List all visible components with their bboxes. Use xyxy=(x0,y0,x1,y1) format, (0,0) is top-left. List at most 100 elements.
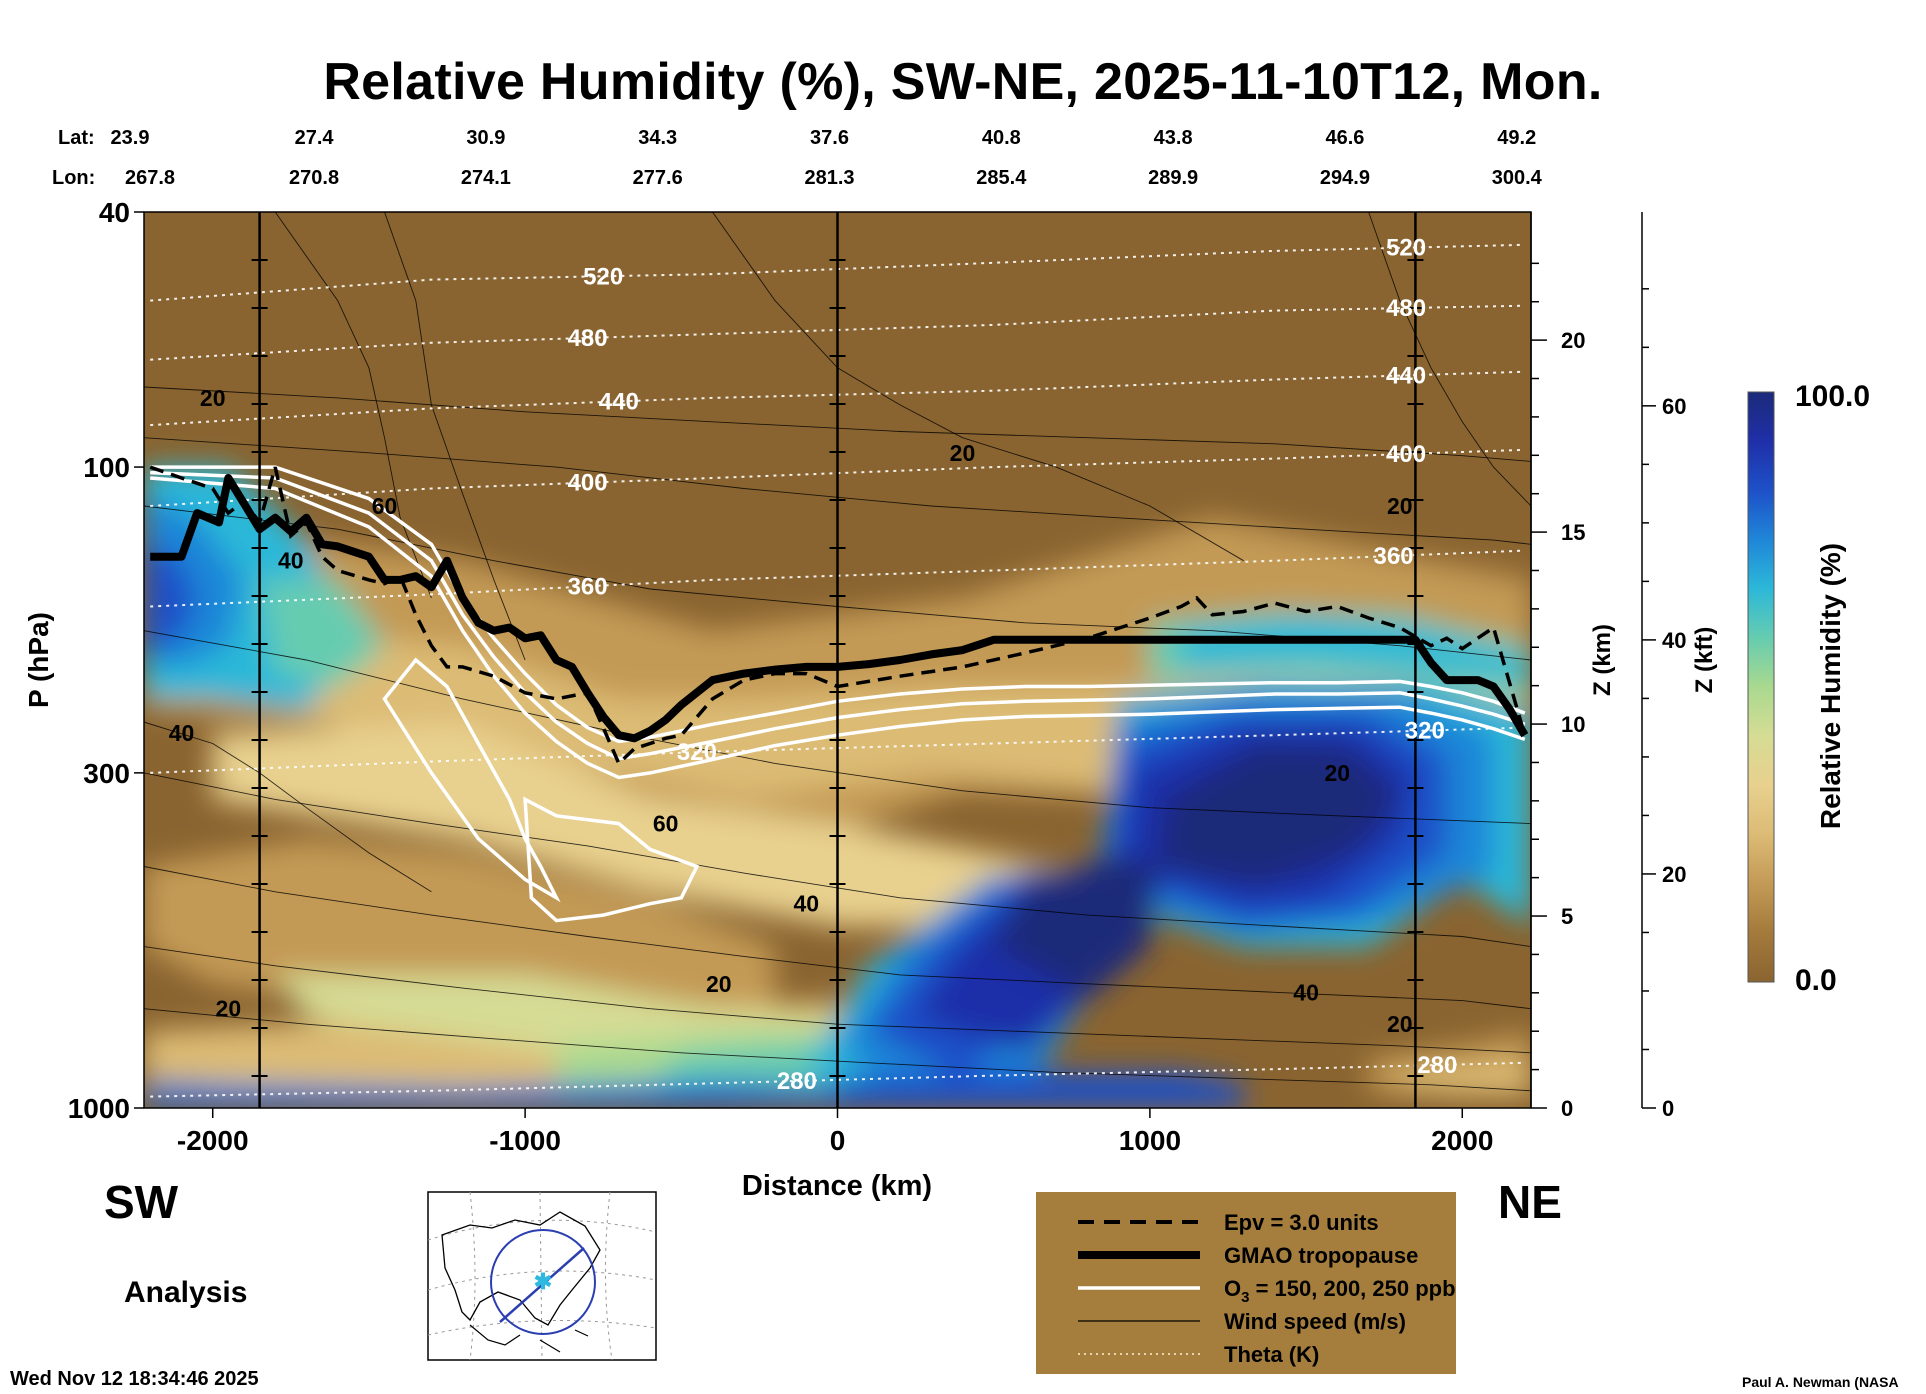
theta-label: 480 xyxy=(1386,295,1426,322)
theta-label: 400 xyxy=(1386,441,1426,468)
z-km-tick-label: 0 xyxy=(1561,1096,1573,1121)
lon-value: 277.6 xyxy=(633,167,683,189)
wind-label: 40 xyxy=(793,891,819,917)
y-tick-label: 1000 xyxy=(68,1093,130,1124)
map-islands xyxy=(469,1324,589,1353)
wind-contour xyxy=(144,866,1531,1010)
wind-contour xyxy=(144,772,1531,948)
wind-contour xyxy=(274,212,432,599)
theta-label: 320 xyxy=(1405,718,1445,745)
wind-contour xyxy=(144,721,432,893)
wind-label: 20 xyxy=(950,440,976,466)
lat-value: 43.8 xyxy=(1154,127,1193,149)
colorbar-max: 100.0 xyxy=(1795,380,1870,413)
lat-value: 27.4 xyxy=(295,127,335,149)
map-center-marker: ✱ xyxy=(534,1269,552,1294)
legend-label: Theta (K) xyxy=(1224,1342,1319,1367)
lon-value: 267.8 xyxy=(125,167,175,189)
epv-line xyxy=(149,465,1527,767)
wind-labels: 20 20 40 40 60 20 40 60 20 20 40 20 20 xyxy=(169,385,1413,1037)
theta-label: 440 xyxy=(1386,362,1426,389)
x-tick-label: 1000 xyxy=(1119,1125,1181,1156)
z-km-axis-label: Z (km) xyxy=(1589,624,1616,696)
legend-label: Epv = 3.0 units xyxy=(1224,1210,1379,1235)
legend-label: Wind speed (m/s) xyxy=(1224,1309,1406,1334)
rh-region xyxy=(993,743,1400,1001)
theta-label: 440 xyxy=(599,388,639,415)
theta-contour xyxy=(150,370,1525,427)
theta-contour xyxy=(150,1061,1525,1098)
timestamp: Wed Nov 12 18:34:46 2025 xyxy=(10,1368,259,1390)
wind-label: 20 xyxy=(706,971,732,997)
theta-label: 280 xyxy=(1417,1052,1457,1079)
credit: Paul A. Newman (NASA xyxy=(1742,1374,1899,1390)
axes: -2000 -1000 0 1000 2000 40 100 300 1000 0 5 10 15 20 0… xyxy=(68,197,1687,1156)
chart-title: Relative Humidity (%), SW-NE, 2025-11-10… xyxy=(323,53,1603,111)
y-tick-label: 40 xyxy=(99,197,130,228)
theta-label: 520 xyxy=(1386,235,1426,262)
x-tick-label: -1000 xyxy=(489,1125,561,1156)
tropopause-line xyxy=(150,474,1529,743)
sw-label: SW xyxy=(104,1176,179,1228)
theta-label: 360 xyxy=(1374,543,1414,570)
wind-label: 20 xyxy=(1387,493,1413,519)
lon-value: 285.4 xyxy=(976,167,1027,189)
theta-contour xyxy=(150,304,1525,361)
z-kft-tick-label: 0 xyxy=(1662,1096,1674,1121)
lat-value: 23.9 xyxy=(111,127,150,149)
map-section-route xyxy=(499,1247,585,1323)
map-range-circle xyxy=(490,1229,596,1335)
lon-value: 300.4 xyxy=(1492,167,1543,189)
epv-contour xyxy=(149,465,1527,767)
y-tick-label: 300 xyxy=(83,758,130,789)
theta-contour xyxy=(150,726,1525,774)
lat-lon-header: Lat: Lon: 23.9 27.4 30.9 34.3 37.6 40.8 43.8 46… xyxy=(52,127,1543,189)
x-tick-label: 0 xyxy=(830,1125,846,1156)
colorbar-scale xyxy=(1747,391,1775,983)
z-kft-tick-label: 40 xyxy=(1662,628,1686,653)
theta-contour xyxy=(150,549,1525,608)
rh-region xyxy=(837,1072,1244,1108)
wind-contour xyxy=(1368,212,1531,507)
theta-contour xyxy=(150,243,1525,302)
z-km-tick-label: 15 xyxy=(1561,520,1585,545)
wind-label: 60 xyxy=(653,811,679,837)
lat-value: 34.3 xyxy=(638,127,677,149)
wind-label: 40 xyxy=(1293,979,1319,1005)
analysis-label: Analysis xyxy=(124,1276,248,1309)
z-kft-tick-label: 20 xyxy=(1662,862,1686,887)
rh-region xyxy=(144,540,198,653)
legend-label: O3 = 150, 200, 250 ppb xyxy=(1224,1276,1456,1306)
x-tick-label: 2000 xyxy=(1431,1125,1493,1156)
theta-label: 320 xyxy=(677,739,717,766)
theta-contour xyxy=(150,448,1525,507)
section-markers xyxy=(251,212,1424,1108)
rh-region xyxy=(1181,618,1531,681)
ozone-contour-closed xyxy=(382,657,561,903)
lat-value: 37.6 xyxy=(810,127,849,149)
ne-label: NE xyxy=(1498,1176,1562,1228)
lon-value: 289.9 xyxy=(1148,167,1198,189)
wind-contour xyxy=(144,1008,1531,1092)
lon-value: 274.1 xyxy=(461,167,511,189)
theta-labels: 280 280 320 320 360 360 400 400 440 440 480 480 520 5… xyxy=(568,235,1458,1095)
theta-label: 520 xyxy=(583,263,623,290)
wind-contour xyxy=(384,212,526,661)
y-tick-label: 100 xyxy=(83,452,130,483)
wind-contour xyxy=(712,212,1244,562)
wind-label: 20 xyxy=(216,996,242,1022)
wind-contour xyxy=(144,630,1531,825)
z-km-tick-label: 10 xyxy=(1561,712,1585,737)
theta-label: 360 xyxy=(568,573,608,600)
x-tick-label: -2000 xyxy=(177,1125,249,1156)
lat-value: 49.2 xyxy=(1497,127,1536,149)
lon-value: 281.3 xyxy=(804,167,854,189)
map-coastline xyxy=(441,1211,601,1326)
lon-value: 294.9 xyxy=(1320,167,1370,189)
theta-contours xyxy=(150,243,1525,1098)
y-axis-label: P (hPa) xyxy=(23,612,54,708)
wind-contour xyxy=(144,437,1531,545)
plot-area: 280 280 320 320 360 360 400 400 440 440 480 480 520 5… xyxy=(144,212,1531,1108)
colorbar-label: Relative Humidity (%) xyxy=(1815,543,1846,829)
